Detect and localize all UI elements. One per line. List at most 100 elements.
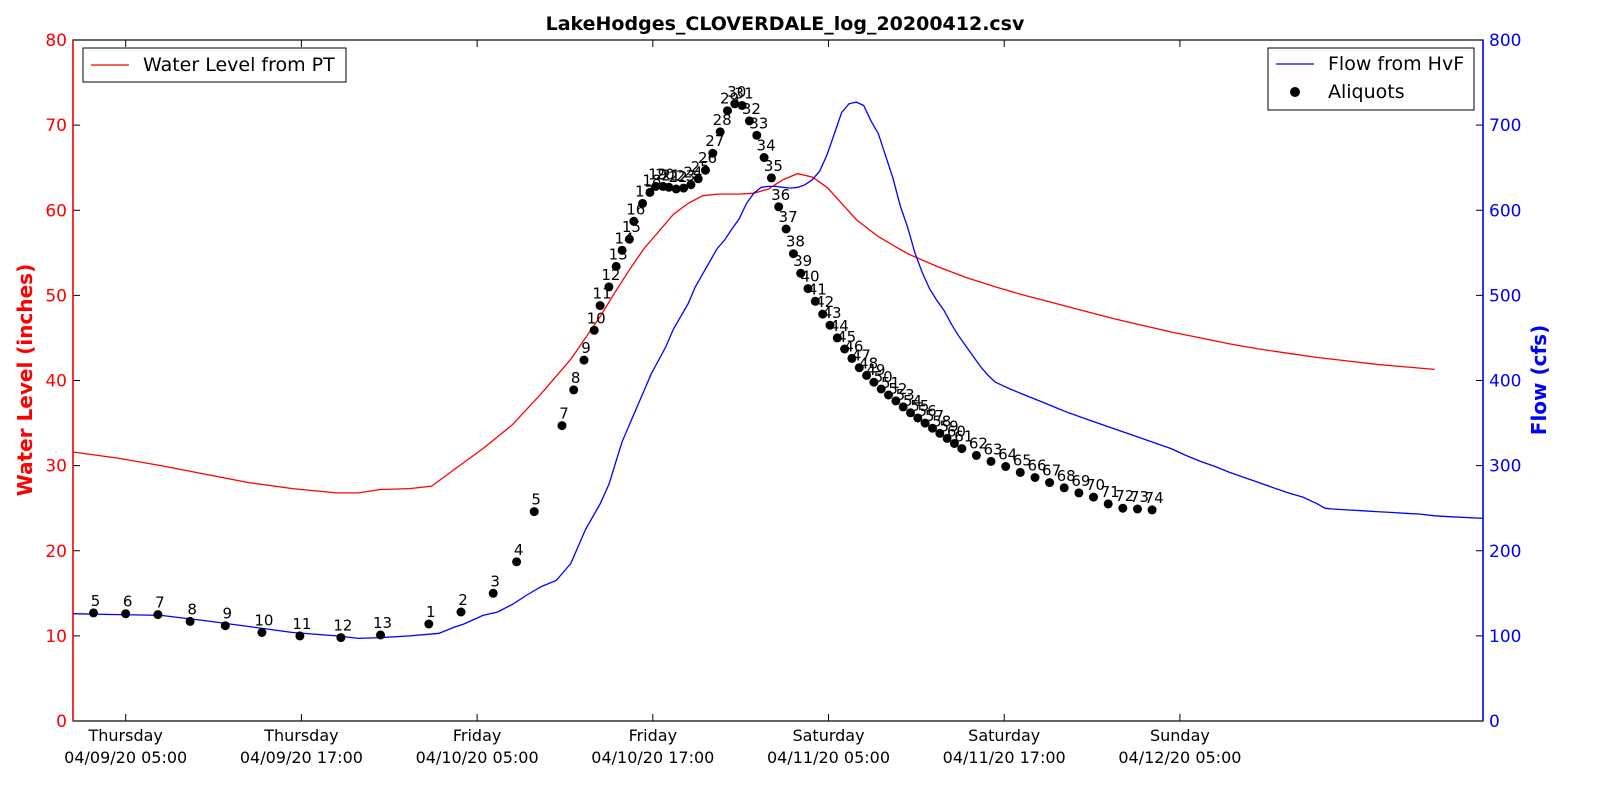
aliquot-point [928,423,937,433]
right-tick-label: 300 [1489,457,1521,477]
x-tick-day: Friday [629,726,678,745]
aliquot-label: 43 [822,304,841,322]
aliquot-point [686,180,696,190]
aliquot-point [456,607,466,617]
aliquot-point [629,216,639,226]
aliquot-point [1133,504,1142,514]
aliquot-label: 35 [764,157,783,175]
aliquot-point [595,301,605,311]
aliquot-point [1045,478,1055,488]
aliquot-point [818,309,828,319]
x-tick-date: 04/11/20 17:00 [943,748,1066,767]
aliquot-label: 46 [844,337,863,355]
aliquot-point [957,444,967,454]
aliquot-label: 58 [932,412,951,430]
left-tick-label: 40 [45,372,67,392]
flow-line [72,101,1484,640]
aliquot-point [604,282,614,292]
aliquot-label: 44 [830,317,849,335]
aliquot-label: 33 [749,114,768,132]
right-axis-label: Flow (cfs) [1527,325,1551,435]
aliquot-label: 32 [742,100,761,118]
left-tick-label: 50 [45,286,67,306]
aliquot-point [257,628,267,637]
aliquot-label: 38 [786,233,805,251]
aliquot-point [854,363,864,373]
aliquot-label: 3 [490,572,500,590]
aliquot-label: 19 [648,165,667,183]
aliquot-label: 28 [713,111,732,129]
aliquot-point [1074,488,1084,498]
aliquot-point [1103,499,1113,509]
left-tick-label: 70 [45,116,67,136]
aliquot-label: 20 [656,165,675,183]
aliquot-point [730,99,740,109]
aliquot-point [986,456,996,466]
aliquot-label: 30 [727,83,746,101]
aliquot-point [781,224,791,234]
x-tick-date: 04/10/20 05:00 [416,748,539,767]
aliquot-label: 9 [581,339,591,357]
aliquot-point [336,633,346,643]
aliquot-label: 37 [779,208,798,226]
plot-area [72,101,1484,640]
right-tick-label: 0 [1489,712,1500,732]
aliquot-label: 65 [1013,451,1032,469]
left-axis-label: Water Level (inches) [13,264,37,496]
x-tick-date: 04/11/20 05:00 [767,748,890,767]
aliquot-point [1147,505,1157,515]
aliquot-point [611,261,621,271]
left-tick-label: 0 [56,712,67,732]
x-tick-date: 04/10/20 17:00 [591,748,714,767]
aliquot-label: 53 [896,386,915,404]
aliquot-label: 5 [531,491,541,509]
aliquot-point [891,396,901,406]
aliquot-label: 13 [373,614,392,632]
right-tick-label: 800 [1489,31,1521,51]
aliquot-point [737,101,747,110]
aliquot-point [651,181,661,191]
aliquot-point [693,174,703,184]
aliquot-label: 34 [757,137,776,155]
aliquot-point [220,621,230,631]
chart-title: LakeHodges_CLOVERDALE_log_20200412.csv [546,13,1025,35]
aliquot-point [557,421,567,431]
aliquot-label: 69 [1071,472,1090,490]
x-tick-day: Friday [453,726,502,745]
aliquot-label: 70 [1086,476,1105,494]
aliquot-label: 40 [800,268,819,286]
aliquot-point [569,385,579,395]
aliquot-label: 47 [852,347,871,365]
aliquot-label: 52 [888,380,907,398]
aliquot-point [788,249,798,259]
legend-right-box [1267,47,1475,111]
aliquot-point [153,610,163,620]
aliquot-label: 56 [918,402,937,420]
aliquot-point [488,588,498,598]
aliquot-point [744,116,754,126]
aliquot-label: 74 [1145,489,1164,507]
aliquot-point [766,173,776,183]
aliquot-point [803,284,813,294]
aliquot-point [715,127,725,137]
aliquot-point [376,630,385,640]
aliquot-point [942,433,952,443]
aliquot-point [529,507,539,517]
aliquot-point [913,413,923,423]
left-tick-label: 80 [45,31,67,51]
aliquot-label: 7 [559,405,569,423]
aliquot-label: 55 [910,397,929,415]
aliquot-point [752,130,762,140]
left-y-axis: 0 10 20 30 40 50 60 70 80 [45,31,80,732]
aliquot-label: 54 [903,392,922,410]
left-tick-label: 30 [45,457,67,477]
aliquot-point [774,202,784,212]
aliquot-point [847,353,857,363]
aliquot-point [624,234,634,244]
left-tick-label: 20 [45,542,67,562]
aliquot-label: 67 [1042,462,1061,480]
x-tick-date: 04/09/20 05:00 [64,748,187,767]
aliquot-point [617,245,627,255]
right-tick-label: 200 [1489,542,1521,562]
